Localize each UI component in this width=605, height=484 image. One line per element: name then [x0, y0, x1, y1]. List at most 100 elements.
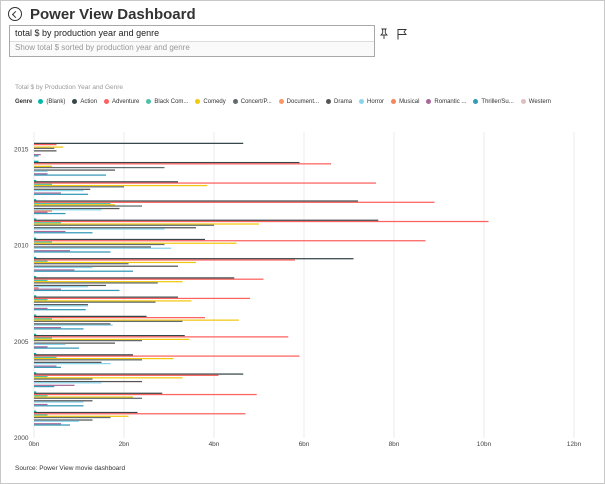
- legend-swatch: [520, 99, 526, 104]
- bar: [34, 391, 37, 393]
- bar: [34, 297, 250, 300]
- flag-icon[interactable]: [396, 28, 408, 40]
- legend-item[interactable]: Black Com...: [146, 99, 188, 105]
- bar: [34, 301, 156, 303]
- bar: [34, 228, 165, 230]
- bar: [34, 335, 185, 337]
- legend-item[interactable]: Horror: [359, 99, 384, 105]
- bar: [34, 258, 354, 260]
- bar: [34, 347, 79, 349]
- bar: [34, 211, 48, 213]
- legend-item[interactable]: Thriller/Su...: [473, 98, 514, 105]
- bar: [34, 182, 376, 184]
- bar: [34, 315, 147, 318]
- bar: [34, 224, 214, 226]
- bar: [34, 309, 86, 311]
- bar: [34, 400, 93, 402]
- bar: [34, 227, 196, 229]
- query-suggestion[interactable]: Show total $ sorted by production year a…: [10, 41, 374, 56]
- chart-title: Total $ by Production Year and Genre: [15, 84, 124, 91]
- bar: [34, 200, 358, 202]
- bar: [34, 362, 111, 365]
- bar: [34, 366, 61, 368]
- bar: [34, 186, 124, 188]
- bar: [34, 261, 196, 264]
- legend-item[interactable]: (Blank): [38, 99, 65, 105]
- bar: [34, 307, 48, 310]
- legend-item[interactable]: Adventure: [104, 99, 139, 105]
- query-suggestion-text: Show total $ sorted by production year a…: [15, 43, 190, 52]
- bar: [34, 246, 151, 248]
- bar: [34, 199, 37, 201]
- bar: [34, 380, 142, 383]
- bar: [34, 282, 158, 284]
- bar: [34, 373, 244, 375]
- legend-item[interactable]: Musical: [391, 99, 419, 105]
- bar: [34, 382, 102, 384]
- bar: [34, 299, 48, 301]
- bar: [34, 414, 48, 416]
- bar: [34, 230, 66, 233]
- bar: [34, 420, 79, 422]
- bar: [34, 161, 300, 164]
- legend-item[interactable]: Comedy: [195, 98, 226, 105]
- legend-item[interactable]: Western: [520, 99, 551, 105]
- bar: [34, 342, 115, 344]
- bar: [34, 346, 48, 348]
- bar: [34, 218, 37, 220]
- legend-label: Comedy: [203, 98, 226, 105]
- bar: [34, 143, 57, 146]
- bar: [34, 279, 48, 282]
- bar: [34, 284, 106, 287]
- legend-swatch: [232, 99, 238, 104]
- bar: [34, 241, 52, 243]
- bar: [34, 357, 174, 360]
- bar: [34, 179, 37, 182]
- query-input[interactable]: total $ by production year and genre: [15, 28, 160, 38]
- bar: [34, 238, 205, 241]
- legend-item[interactable]: Action: [72, 99, 97, 105]
- bar: [34, 319, 239, 321]
- bar: [34, 240, 426, 242]
- bar: [34, 256, 37, 259]
- bar: [34, 207, 120, 210]
- bar: [34, 356, 57, 358]
- legend-item[interactable]: Document...: [278, 99, 319, 105]
- bar: [34, 223, 259, 225]
- bar: [34, 320, 183, 323]
- bar: [34, 155, 39, 157]
- bar: [34, 210, 52, 212]
- page-title: Power View Dashboard: [30, 5, 196, 23]
- bar: [34, 323, 111, 325]
- legend-label: Horror: [367, 98, 385, 105]
- bar: [34, 184, 208, 187]
- legend-label: Thriller/Su...: [481, 98, 514, 105]
- bar: [34, 243, 165, 246]
- bar: [34, 220, 489, 223]
- x-tick-label: 2bn: [119, 441, 130, 448]
- qna-query-box[interactable]: total $ by production year and genre Sho…: [9, 25, 375, 57]
- legend-label: Drama: [334, 98, 353, 105]
- bar: [34, 222, 61, 224]
- bar: [34, 359, 142, 361]
- bar: [34, 173, 48, 175]
- bar: [34, 166, 165, 169]
- x-tick-label: 0bn: [29, 441, 40, 448]
- legend-swatch: [195, 99, 201, 104]
- legend-label: Musical: [399, 98, 420, 105]
- bar: [34, 277, 235, 279]
- legend-label: Concert/P...: [240, 98, 272, 105]
- y-tick-label: 2000: [14, 435, 29, 442]
- legend-item[interactable]: Drama: [326, 99, 352, 105]
- chart-legend: Genre (Blank) Action Adventure Black Com...…: [15, 97, 558, 106]
- legend-item[interactable]: Romantic ...: [426, 99, 466, 105]
- bar: [34, 286, 88, 288]
- bar: [34, 242, 237, 244]
- legend-swatch: [426, 99, 432, 104]
- pin-icon[interactable]: [378, 28, 390, 40]
- bar: [34, 372, 37, 374]
- legend-item[interactable]: Concert/P...: [232, 98, 272, 105]
- bar: [34, 250, 70, 252]
- legend-label: Black Com...: [154, 98, 189, 105]
- back-arrow-icon[interactable]: [8, 7, 22, 21]
